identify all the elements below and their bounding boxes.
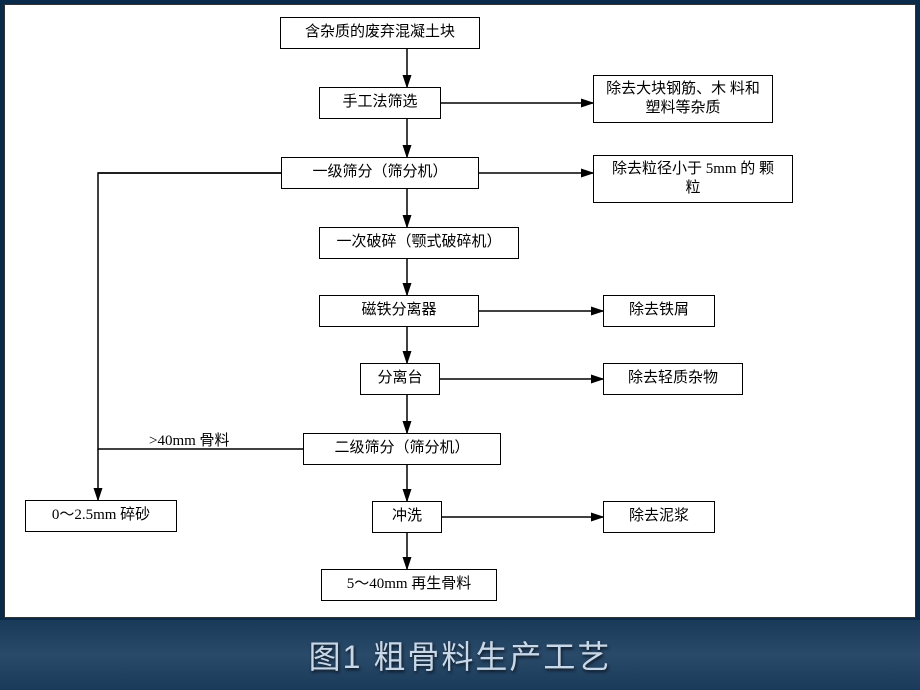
- flow-node-n5: 磁铁分离器: [319, 295, 479, 327]
- flow-node-out: 0～2.5mm 碎砂: [25, 500, 177, 532]
- flow-node-n1: 含杂质的废弃混凝土块: [280, 17, 480, 49]
- flow-node-s3: 除去粒径小于 5mm 的 颗粒: [593, 155, 793, 203]
- flow-node-n8: 冲洗: [372, 501, 442, 533]
- flow-node-n3: 一级筛分（筛分机）: [281, 157, 479, 189]
- flow-node-n9: 5～40mm 再生骨料: [321, 569, 497, 601]
- flow-node-s8: 除去泥浆: [603, 501, 715, 533]
- caption-bar: 图1 粗骨料生产工艺: [0, 620, 920, 690]
- flow-node-n6: 分离台: [360, 363, 440, 395]
- flow-node-n2: 手工法筛选: [319, 87, 441, 119]
- figure-caption: 图1 粗骨料生产工艺: [309, 632, 612, 678]
- flow-node-s5: 除去铁屑: [603, 295, 715, 327]
- flow-label-loop: >40mm 骨料: [149, 429, 230, 450]
- flow-node-s2: 除去大块钢筋、木 料和塑料等杂质: [593, 75, 773, 123]
- flow-node-s6: 除去轻质杂物: [603, 363, 743, 395]
- flow-node-n4: 一次破碎（颚式破碎机）: [319, 227, 519, 259]
- diagram-canvas: 含杂质的废弃混凝土块手工法筛选一级筛分（筛分机） 一次破碎（颚式破碎机） 磁铁分离器…: [4, 4, 916, 618]
- flow-node-n7: 二级筛分（筛分机）: [303, 433, 501, 465]
